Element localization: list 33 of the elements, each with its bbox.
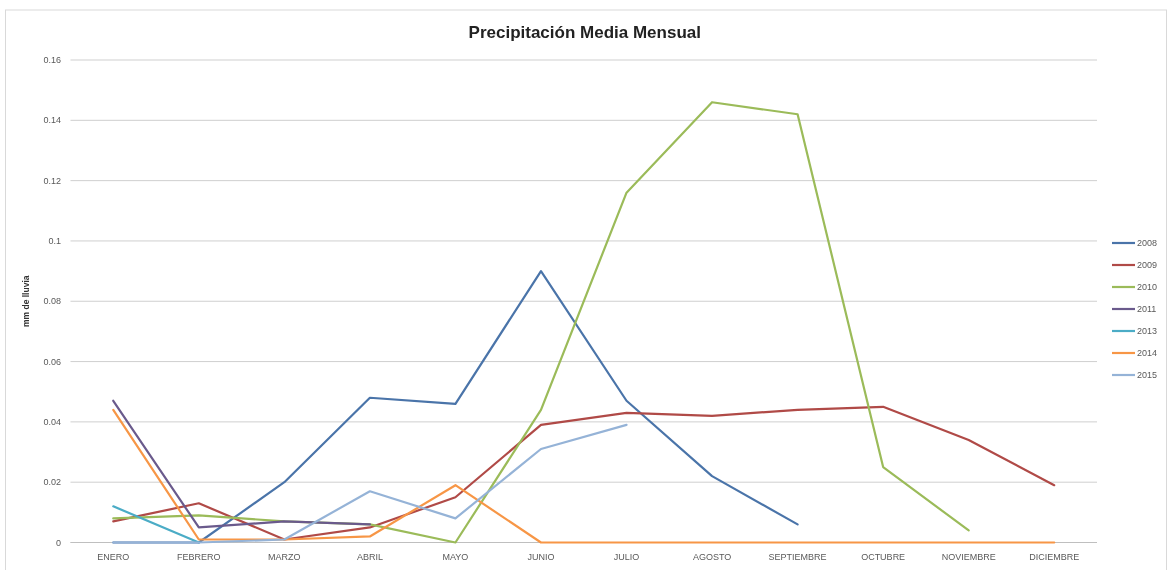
y-axis-title: mm de lluvia [21, 275, 31, 327]
y-tick-label: 0.16 [43, 55, 61, 66]
x-tick-label: DICIEMBRE [1029, 552, 1080, 562]
y-tick-label: 0.08 [43, 296, 61, 307]
y-tick-label: 0.06 [43, 356, 61, 367]
legend-label: 2011 [1137, 304, 1157, 315]
x-tick-label: SEPTIEMBRE [768, 552, 827, 562]
y-tick-label: 0.02 [43, 477, 61, 488]
y-tick-label: 0.1 [48, 236, 61, 247]
legend-label: 2013 [1137, 326, 1158, 337]
y-tick-label: 0.12 [43, 175, 61, 186]
x-tick-label: MAYO [442, 552, 469, 562]
line-series [112, 399, 371, 529]
y-tick-label: 0 [55, 537, 61, 548]
x-tick-label: AGOSTO [692, 552, 732, 562]
x-tick-label: FEBRERO [177, 552, 221, 562]
x-tick-label: OCTUBRE [861, 552, 906, 562]
x-tick-label: ABRIL [356, 552, 383, 562]
legend-label: 2008 [1137, 238, 1158, 249]
y-tick-label: 0.04 [43, 417, 61, 428]
line-series [112, 101, 970, 544]
x-tick-label: JUNIO [527, 552, 555, 562]
legend-label: 2014 [1137, 348, 1158, 359]
x-tick-label: JULIO [613, 552, 640, 562]
x-tick-label: MARZO [268, 552, 301, 562]
legend-label: 2010 [1137, 282, 1158, 293]
chart-title: Precipitación Media Mensual [468, 23, 701, 42]
line-series [112, 423, 628, 544]
legend-label: 2015 [1137, 370, 1158, 381]
x-tick-label: NOVIEMBRE [941, 552, 996, 562]
x-tick-label: ENERO [97, 552, 130, 562]
y-tick-label: 0.14 [43, 115, 61, 126]
legend-label: 2009 [1137, 260, 1158, 271]
